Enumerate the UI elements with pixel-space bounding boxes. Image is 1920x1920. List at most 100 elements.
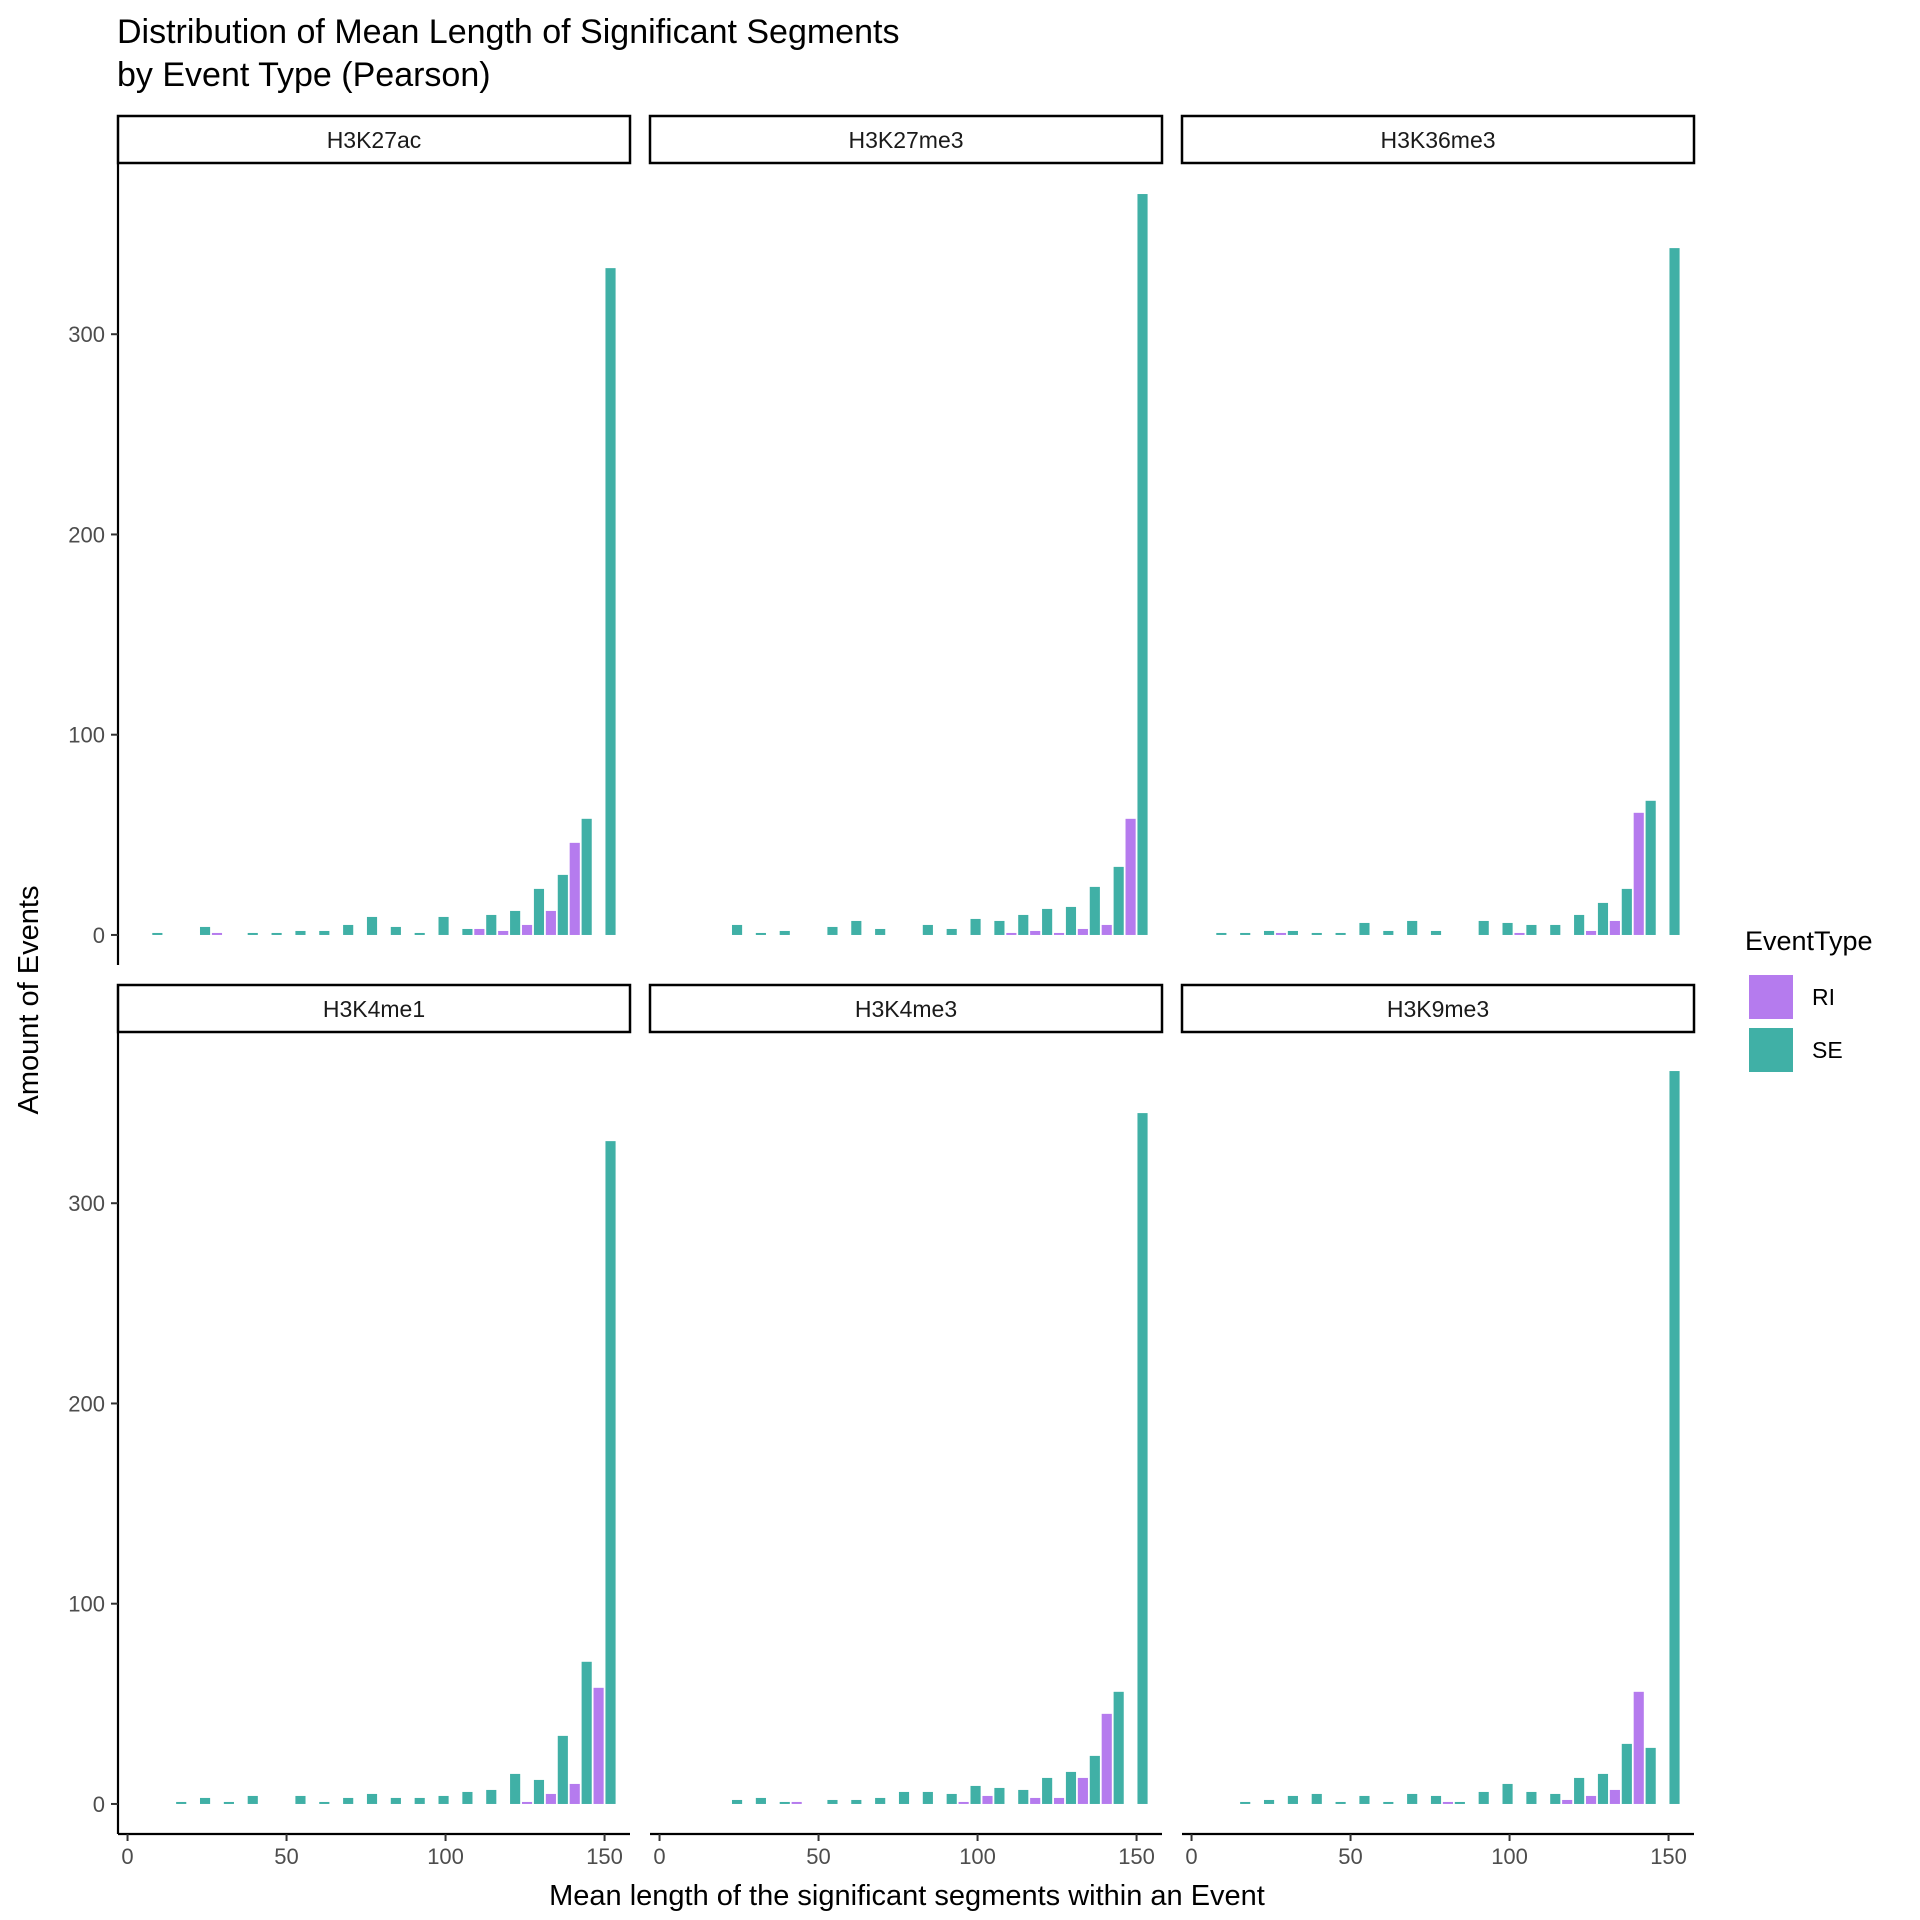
x-tick-label: 150 — [1650, 1844, 1687, 1869]
bar-se — [994, 1787, 1005, 1804]
x-tick-label: 100 — [427, 1844, 464, 1869]
bar-se — [319, 1801, 330, 1804]
bar-se — [271, 932, 282, 935]
y-axis-title: Amount of Events — [13, 886, 45, 1115]
bar-se — [1113, 866, 1124, 935]
panel-h3k4me1: H3K4me1 0 100 200 300 0 50 100 150 — [68, 983, 632, 1869]
bar-se — [1335, 1801, 1346, 1804]
bar-ri — [1030, 1797, 1041, 1804]
bar-se — [1383, 1801, 1394, 1804]
bar-se — [875, 928, 886, 935]
bar-se — [295, 930, 306, 935]
bar-ri — [545, 1793, 556, 1804]
bar-se — [898, 1791, 910, 1804]
bar-ri — [1633, 812, 1644, 935]
bar-ri — [1442, 1801, 1454, 1804]
bar-se — [605, 268, 616, 935]
bar-ri — [593, 1687, 604, 1804]
bar-se — [486, 1789, 497, 1804]
bar-se — [1287, 1795, 1298, 1804]
bar-se — [1574, 1777, 1585, 1804]
bar-se — [319, 930, 330, 935]
bar-se — [1430, 1795, 1442, 1804]
bar-se — [1359, 1795, 1370, 1804]
bar-ri — [545, 910, 556, 935]
bar-se — [1478, 1791, 1489, 1804]
bar-se — [1042, 1777, 1053, 1804]
bar-se — [1669, 248, 1680, 935]
bar-se — [1621, 888, 1632, 935]
bar-se — [1597, 1773, 1609, 1804]
bar-se — [1597, 902, 1609, 935]
facet-strip-box — [116, 983, 632, 1034]
bar-se — [438, 916, 449, 935]
legend-swatch-ri — [1749, 975, 1793, 1019]
facet-strip-label: H3K9me3 — [1387, 996, 1489, 1022]
bar-se — [731, 1799, 743, 1804]
bar-se — [922, 1791, 933, 1804]
panel-h3k9me3: H3K9me3 0 50 100 150 — [1180, 983, 1696, 1869]
bar-ri — [211, 932, 223, 935]
bar-ri — [1006, 932, 1017, 935]
facet-strip-box — [116, 114, 632, 165]
bar-se — [1311, 932, 1322, 935]
legend-label-se: SE — [1812, 1037, 1843, 1063]
bar-ri — [1609, 920, 1620, 935]
bar-se — [970, 1785, 981, 1804]
bar-se — [1137, 194, 1148, 935]
bar-ri — [474, 928, 485, 935]
bar-ri — [498, 930, 509, 935]
bar-ri — [1562, 1799, 1573, 1804]
bar-se — [1113, 1691, 1124, 1804]
bar-se — [1526, 924, 1537, 935]
facet-strip-box — [1180, 983, 1696, 1034]
panel-h3k27ac: H3K27ac 0 100 200 300 — [68, 114, 632, 965]
bar-se — [223, 1801, 234, 1804]
bar-se — [1335, 932, 1346, 935]
bar-se — [755, 1797, 766, 1804]
bar-se — [946, 928, 957, 935]
bar-ri — [1125, 818, 1136, 935]
facet-strip-label: H3K27ac — [327, 127, 422, 153]
bar-se — [1550, 1793, 1561, 1804]
bar-ri — [1514, 932, 1525, 935]
bar-se — [1645, 800, 1656, 935]
bar-se — [462, 1791, 473, 1804]
bar-se — [1502, 1783, 1513, 1804]
bar-ri — [1030, 930, 1041, 935]
bar-se — [247, 1795, 258, 1804]
bar-se — [1089, 1755, 1100, 1804]
y-tick-label: 300 — [68, 1191, 105, 1216]
bar-se — [1311, 1793, 1322, 1804]
bar-se — [295, 1795, 306, 1804]
facet-strip-box — [648, 983, 1164, 1034]
bar-se — [343, 1797, 354, 1804]
bar-se — [922, 924, 933, 935]
bar-se — [366, 1793, 378, 1804]
bar-ri — [958, 1801, 969, 1804]
bar-ri — [1077, 1777, 1088, 1804]
legend-label-ri: RI — [1812, 984, 1835, 1010]
bar-ri — [982, 1795, 993, 1804]
bar-se — [199, 926, 211, 935]
bar-se — [1430, 930, 1442, 935]
bar-se — [366, 916, 378, 935]
bar-se — [1669, 1071, 1680, 1804]
x-tick-label: 0 — [653, 1844, 665, 1869]
bar-ri — [1053, 932, 1065, 935]
bar-se — [779, 930, 790, 935]
y-tick-label: 100 — [68, 1592, 105, 1617]
bar-se — [510, 910, 521, 935]
bar-se — [1407, 1793, 1418, 1804]
panel-h3k4me3: H3K4me3 0 50 100 150 — [648, 983, 1164, 1869]
bar-se — [731, 924, 743, 935]
x-tick-label: 50 — [1338, 1844, 1362, 1869]
bar-se — [1502, 922, 1513, 935]
y-tick-label: 0 — [93, 923, 105, 948]
bar-se — [533, 888, 545, 935]
bar-ri — [1077, 928, 1088, 935]
bar-ri — [1101, 924, 1112, 935]
bar-se — [343, 924, 354, 935]
bar-se — [970, 918, 981, 935]
